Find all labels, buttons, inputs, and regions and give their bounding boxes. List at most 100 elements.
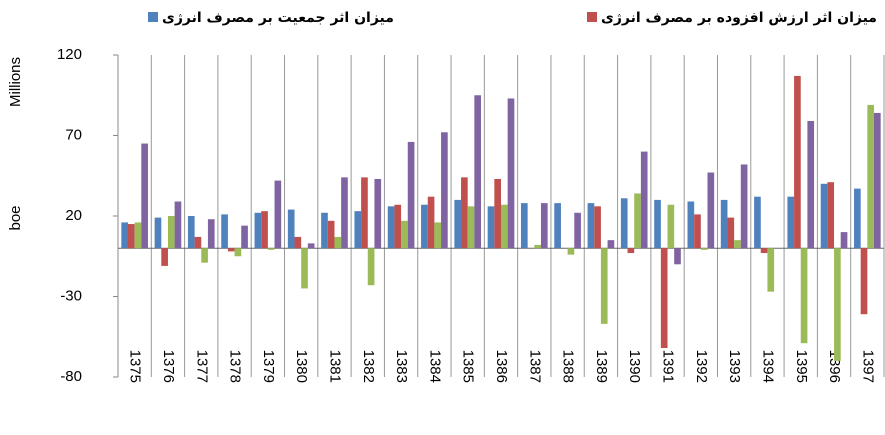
x-tick-label: 1397	[859, 350, 876, 383]
bar	[860, 248, 868, 315]
bar	[261, 211, 268, 249]
bar	[294, 236, 302, 249]
bar	[274, 180, 282, 249]
bar	[700, 248, 708, 250]
bar	[474, 95, 482, 249]
legend-swatch	[148, 12, 158, 22]
y-tick-label: -30	[60, 287, 82, 304]
bar	[194, 236, 202, 249]
x-tick-label: 1377	[193, 350, 210, 383]
bar	[467, 206, 475, 249]
bar	[600, 248, 608, 324]
bar	[567, 248, 575, 255]
x-tick-label: 1394	[759, 350, 776, 383]
bar	[667, 204, 675, 249]
bar	[287, 209, 295, 249]
bar	[167, 216, 175, 249]
bar	[174, 201, 182, 249]
bar	[740, 164, 748, 249]
bar	[520, 203, 528, 249]
legend-swatch	[587, 12, 597, 22]
bar	[354, 211, 362, 249]
bar	[161, 248, 168, 266]
bar	[387, 206, 395, 249]
bar	[620, 198, 628, 249]
bar	[227, 248, 235, 252]
bar	[794, 75, 801, 249]
x-tick-label: 1386	[493, 350, 510, 383]
bar	[720, 199, 728, 249]
bar	[760, 248, 768, 254]
bar	[207, 219, 215, 249]
x-tick-label: 1393	[726, 350, 743, 383]
bar	[767, 248, 775, 292]
x-tick-label: 1389	[593, 350, 610, 383]
bar	[121, 222, 128, 249]
bar	[727, 217, 735, 249]
bar	[341, 177, 348, 249]
bar	[201, 248, 208, 263]
bar	[487, 206, 495, 249]
bar	[660, 248, 668, 349]
bar	[654, 199, 661, 249]
bar	[634, 193, 641, 249]
bar	[441, 132, 448, 249]
y-tick-label: -80	[60, 368, 82, 385]
bar	[874, 112, 881, 249]
bar	[421, 204, 428, 249]
legend-label: میزان اثر جمعیت بر مصرف انرژی	[162, 10, 394, 26]
bar	[854, 188, 861, 249]
bar	[461, 177, 468, 249]
y-axis-label: boe	[7, 205, 24, 230]
bar	[221, 214, 228, 249]
bar	[407, 141, 415, 249]
bar	[687, 201, 695, 249]
x-tick-label: 1381	[327, 350, 344, 383]
bar	[374, 178, 382, 249]
bar	[334, 236, 342, 249]
x-tick-label: 1392	[693, 350, 710, 383]
bar	[867, 104, 875, 249]
bar	[154, 217, 162, 249]
bar	[187, 216, 195, 249]
bar	[607, 240, 615, 249]
bar	[534, 244, 541, 249]
x-tick-label: 1383	[393, 350, 410, 383]
x-tick-label: 1395	[793, 350, 810, 383]
bar	[540, 203, 548, 249]
bar	[254, 212, 262, 249]
bar	[401, 220, 408, 249]
bar	[827, 182, 835, 249]
bar	[694, 214, 701, 249]
bar	[587, 203, 595, 249]
bar	[454, 199, 462, 249]
x-tick-label: 1388	[560, 350, 577, 383]
bar	[734, 240, 741, 249]
x-tick-label: 1382	[360, 350, 377, 383]
x-tick-label: 1387	[526, 350, 543, 383]
bar	[501, 204, 508, 249]
bar	[554, 203, 561, 249]
bar	[800, 248, 808, 344]
y-tick-label: 70	[65, 126, 82, 143]
bar	[574, 212, 581, 249]
x-tick-label: 1390	[626, 350, 643, 383]
bar	[674, 248, 681, 265]
bar	[367, 248, 375, 286]
x-tick-label: 1378	[227, 350, 244, 383]
bar	[307, 243, 315, 249]
bar	[594, 206, 601, 249]
x-tick-label: 1385	[460, 350, 477, 383]
y-tick-label: 120	[57, 46, 82, 63]
bar	[834, 248, 841, 361]
bar	[807, 121, 815, 249]
x-tick-label: 1384	[426, 350, 443, 383]
bar	[361, 177, 368, 249]
x-tick-label: 1379	[260, 350, 277, 383]
bar	[127, 224, 135, 249]
x-tick-label: 1375	[127, 350, 144, 383]
bar	[134, 222, 142, 249]
x-tick-label: 1380	[293, 350, 310, 383]
bar	[787, 196, 795, 249]
